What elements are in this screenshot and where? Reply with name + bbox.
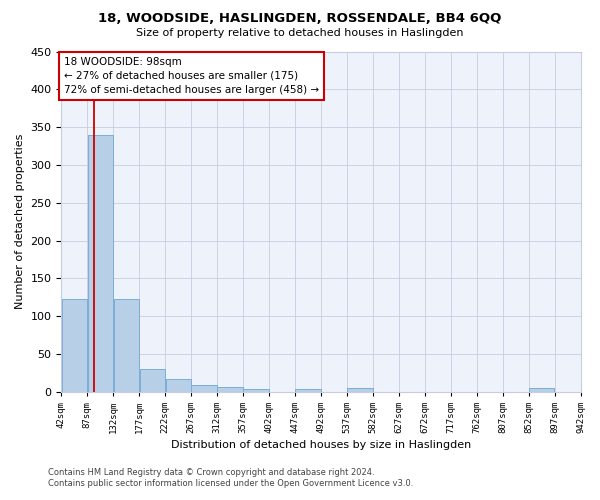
Text: 18 WOODSIDE: 98sqm
← 27% of detached houses are smaller (175)
72% of semi-detach: 18 WOODSIDE: 98sqm ← 27% of detached hou… <box>64 57 319 95</box>
Bar <box>113 299 139 392</box>
Bar <box>529 388 554 392</box>
Bar <box>217 387 243 392</box>
Text: Contains HM Land Registry data © Crown copyright and database right 2024.
Contai: Contains HM Land Registry data © Crown c… <box>48 468 413 487</box>
Bar <box>62 299 87 392</box>
Bar <box>295 389 320 392</box>
X-axis label: Distribution of detached houses by size in Haslingden: Distribution of detached houses by size … <box>171 440 471 450</box>
Text: 18, WOODSIDE, HASLINGDEN, ROSSENDALE, BB4 6QQ: 18, WOODSIDE, HASLINGDEN, ROSSENDALE, BB… <box>98 12 502 26</box>
Y-axis label: Number of detached properties: Number of detached properties <box>15 134 25 310</box>
Bar <box>191 385 217 392</box>
Text: Size of property relative to detached houses in Haslingden: Size of property relative to detached ho… <box>136 28 464 38</box>
Bar <box>347 388 373 392</box>
Bar <box>244 389 269 392</box>
Bar <box>140 369 165 392</box>
Bar <box>166 379 191 392</box>
Bar <box>88 134 113 392</box>
